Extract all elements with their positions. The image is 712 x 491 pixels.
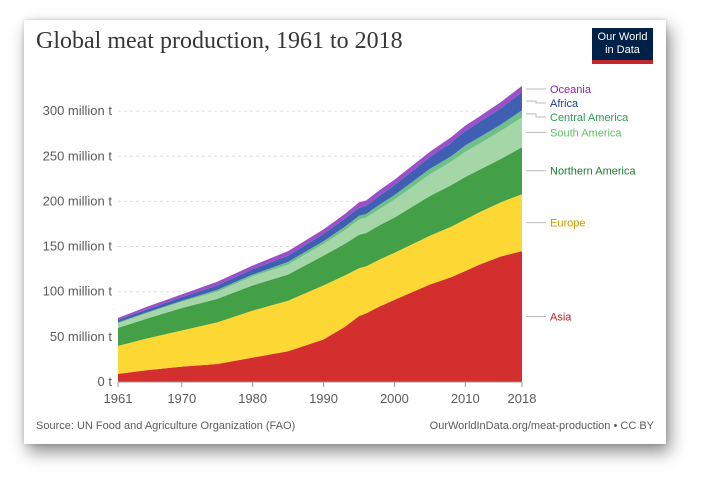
legend-connector <box>526 100 546 104</box>
legend-label-northern-america[interactable]: Northern America <box>550 166 636 178</box>
logo-line-1: Our World <box>597 31 648 43</box>
logo-line-2: in Data <box>605 44 640 56</box>
area-series <box>118 85 522 382</box>
y-tick-label: 250 million t <box>43 148 113 163</box>
area-northern-america[interactable] <box>118 147 522 346</box>
y-tick-label: 200 million t <box>43 193 113 208</box>
x-tick-label: 1961 <box>104 391 133 406</box>
axes: 0 t 50 million t 100 million t 150 million … <box>43 103 537 406</box>
legend: Oceania Africa Central America South Americ… <box>526 84 636 324</box>
source-note: Source: UN Food and Agriculture Organiza… <box>36 420 296 432</box>
legend-label-africa[interactable]: Africa <box>550 98 579 110</box>
area-asia[interactable] <box>118 251 522 382</box>
legend-label-europe[interactable]: Europe <box>550 218 585 230</box>
x-tick-label: 1970 <box>167 391 196 406</box>
y-tick-label: 300 million t <box>43 103 113 118</box>
credit-link[interactable]: OurWorldInData.org/meat-production • CC … <box>429 420 654 432</box>
legend-label-south-america[interactable]: South America <box>550 127 622 139</box>
legend-label-asia[interactable]: Asia <box>550 312 572 324</box>
legend-label-central-america[interactable]: Central America <box>550 112 629 124</box>
x-tick-label: 1990 <box>309 391 338 406</box>
area-europe[interactable] <box>118 194 522 374</box>
legend-connector <box>526 113 546 118</box>
chart-title: Global meat production, 1961 to 2018 <box>36 28 403 54</box>
x-tick-label: 1980 <box>238 391 267 406</box>
y-tick-label: 150 million t <box>43 239 113 254</box>
y-tick-label: 50 million t <box>50 329 113 344</box>
legend-label-oceania[interactable]: Oceania <box>550 84 592 96</box>
y-tick-label: 100 million t <box>43 284 113 299</box>
x-tick-label: 2018 <box>508 391 537 406</box>
x-tick-label: 2010 <box>451 391 480 406</box>
stacked-area-chart: 0 t 50 million t 100 million t 150 million … <box>43 84 637 406</box>
chart-card: Global meat production, 1961 to 2018 Our… <box>24 20 666 444</box>
y-tick-label: 0 t <box>98 374 113 389</box>
x-tick-label: 2000 <box>380 391 409 406</box>
owid-logo[interactable]: Our World in Data <box>592 28 653 64</box>
